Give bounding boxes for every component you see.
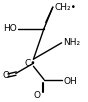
Text: CH₂•: CH₂•: [55, 3, 77, 12]
Text: HO: HO: [3, 24, 16, 33]
Text: OH: OH: [63, 77, 77, 86]
Text: C•: C•: [24, 59, 36, 68]
Text: O: O: [3, 71, 10, 80]
Text: NH₂: NH₂: [63, 38, 81, 47]
Text: O: O: [33, 91, 40, 100]
